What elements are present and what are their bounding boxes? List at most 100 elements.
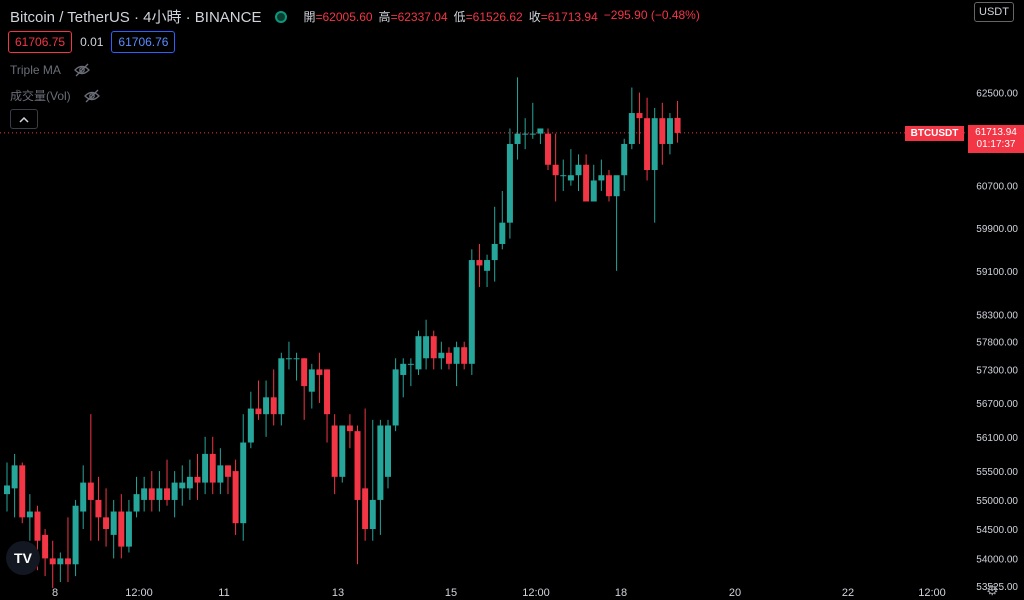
candle — [49, 540, 56, 589]
candle — [186, 459, 193, 500]
gear-icon[interactable]: ⚙ — [986, 582, 999, 598]
price-tick-label: 54000.00 — [976, 554, 1018, 565]
candle — [217, 448, 224, 495]
candle — [674, 100, 681, 143]
candle — [400, 358, 407, 398]
candle-body — [293, 358, 300, 360]
price-axis[interactable]: 62500.00 60700.00 59900.00 59100.00 58300.00… — [976, 89, 1018, 593]
candle-body — [430, 336, 437, 359]
candle-body — [575, 164, 582, 176]
candle — [270, 369, 277, 426]
candle-body — [392, 369, 399, 426]
price-tick-label: 58300.00 — [976, 310, 1018, 321]
candle-body — [316, 369, 323, 375]
candle — [552, 133, 559, 202]
candle — [171, 471, 178, 518]
candle — [369, 419, 376, 541]
indicator-volume[interactable]: 成交量(Vol) — [10, 87, 101, 104]
sell-button[interactable]: 61706.75 — [8, 31, 73, 53]
candle — [484, 254, 491, 288]
candle-body — [64, 558, 71, 565]
candle — [590, 164, 597, 202]
candle — [232, 459, 239, 535]
time-tick-label: 15 — [445, 587, 457, 599]
buy-button[interactable]: 61706.76 — [111, 31, 176, 53]
candle-body — [164, 488, 171, 500]
candle — [331, 414, 338, 495]
collapse-legend-button[interactable] — [10, 109, 38, 129]
bar-countdown: 01:17:37 — [976, 138, 1016, 150]
candle-body — [118, 511, 125, 547]
candle-body — [11, 465, 18, 489]
candle — [666, 113, 673, 155]
change-value: −295.90 (−0.48%) — [603, 8, 700, 22]
eye-off-icon[interactable] — [83, 89, 101, 103]
candle-body — [651, 118, 658, 170]
candle-body — [621, 143, 628, 176]
candle — [377, 419, 384, 535]
candle — [156, 471, 163, 512]
candle-body — [659, 118, 666, 144]
candle — [301, 358, 308, 420]
candle — [644, 97, 651, 181]
price-tick-label: 62500.00 — [976, 89, 1018, 100]
candle — [476, 243, 483, 288]
candle-body — [400, 363, 407, 375]
open-label: 開 — [303, 10, 316, 24]
candle-body — [125, 511, 132, 547]
price-tick-label: 54500.00 — [976, 525, 1018, 536]
candle — [125, 499, 132, 553]
candle — [430, 330, 437, 370]
candle — [194, 453, 201, 500]
candle — [537, 128, 544, 144]
candle-body — [308, 369, 315, 392]
currency-button[interactable]: USDT — [974, 2, 1014, 22]
symbol-title[interactable]: Bitcoin / TetherUS · 4小時 · BINANCE — [10, 9, 262, 26]
candle — [529, 102, 536, 139]
price-tick-label: 57300.00 — [976, 365, 1018, 376]
high-label: 高 — [378, 10, 391, 24]
time-axis[interactable]: 8 12:00 11 13 15 12:00 18 20 22 12:00 — [52, 587, 946, 599]
candle-body — [522, 133, 529, 135]
candle-body — [598, 175, 605, 181]
candle-body — [590, 180, 597, 202]
time-tick-label: 12:00 — [125, 587, 153, 599]
candle — [87, 414, 94, 541]
price-tick-label: 55000.00 — [976, 496, 1018, 507]
candle-body — [133, 494, 140, 512]
close-label: 收 — [528, 10, 541, 24]
candle — [636, 92, 643, 144]
eye-off-icon[interactable] — [73, 63, 91, 77]
time-tick-label: 12:00 — [522, 587, 550, 599]
time-tick-label: 20 — [729, 587, 741, 599]
candle-body — [529, 133, 536, 135]
candle — [19, 462, 26, 524]
candle-body — [423, 336, 430, 359]
candle — [385, 419, 391, 489]
candle-body — [385, 425, 391, 477]
candle — [346, 414, 353, 449]
time-tick-label: 11 — [218, 587, 229, 599]
candle-body — [202, 453, 209, 483]
candle — [461, 341, 468, 370]
candle-body — [26, 511, 33, 518]
candle-body — [453, 347, 460, 364]
candle-body — [415, 336, 422, 370]
candle — [438, 341, 445, 370]
indicator-triple-ma[interactable]: Triple MA — [10, 63, 91, 77]
candle — [545, 128, 552, 170]
candle-body — [666, 118, 673, 144]
market-status-icon[interactable] — [275, 10, 288, 23]
candle — [354, 425, 361, 565]
candle — [133, 476, 140, 518]
price-tick-label: 59100.00 — [976, 267, 1018, 278]
candle-body — [232, 471, 239, 524]
candle — [80, 465, 87, 530]
candle-body — [362, 488, 369, 530]
tradingview-logo-icon[interactable]: TV — [6, 541, 40, 575]
quote-row: 61706.75 0.01 61706.76 — [8, 31, 176, 53]
candle — [339, 425, 346, 483]
last-price-value: 61713.94 — [975, 126, 1017, 138]
close-value: =61713.94 — [540, 10, 598, 24]
